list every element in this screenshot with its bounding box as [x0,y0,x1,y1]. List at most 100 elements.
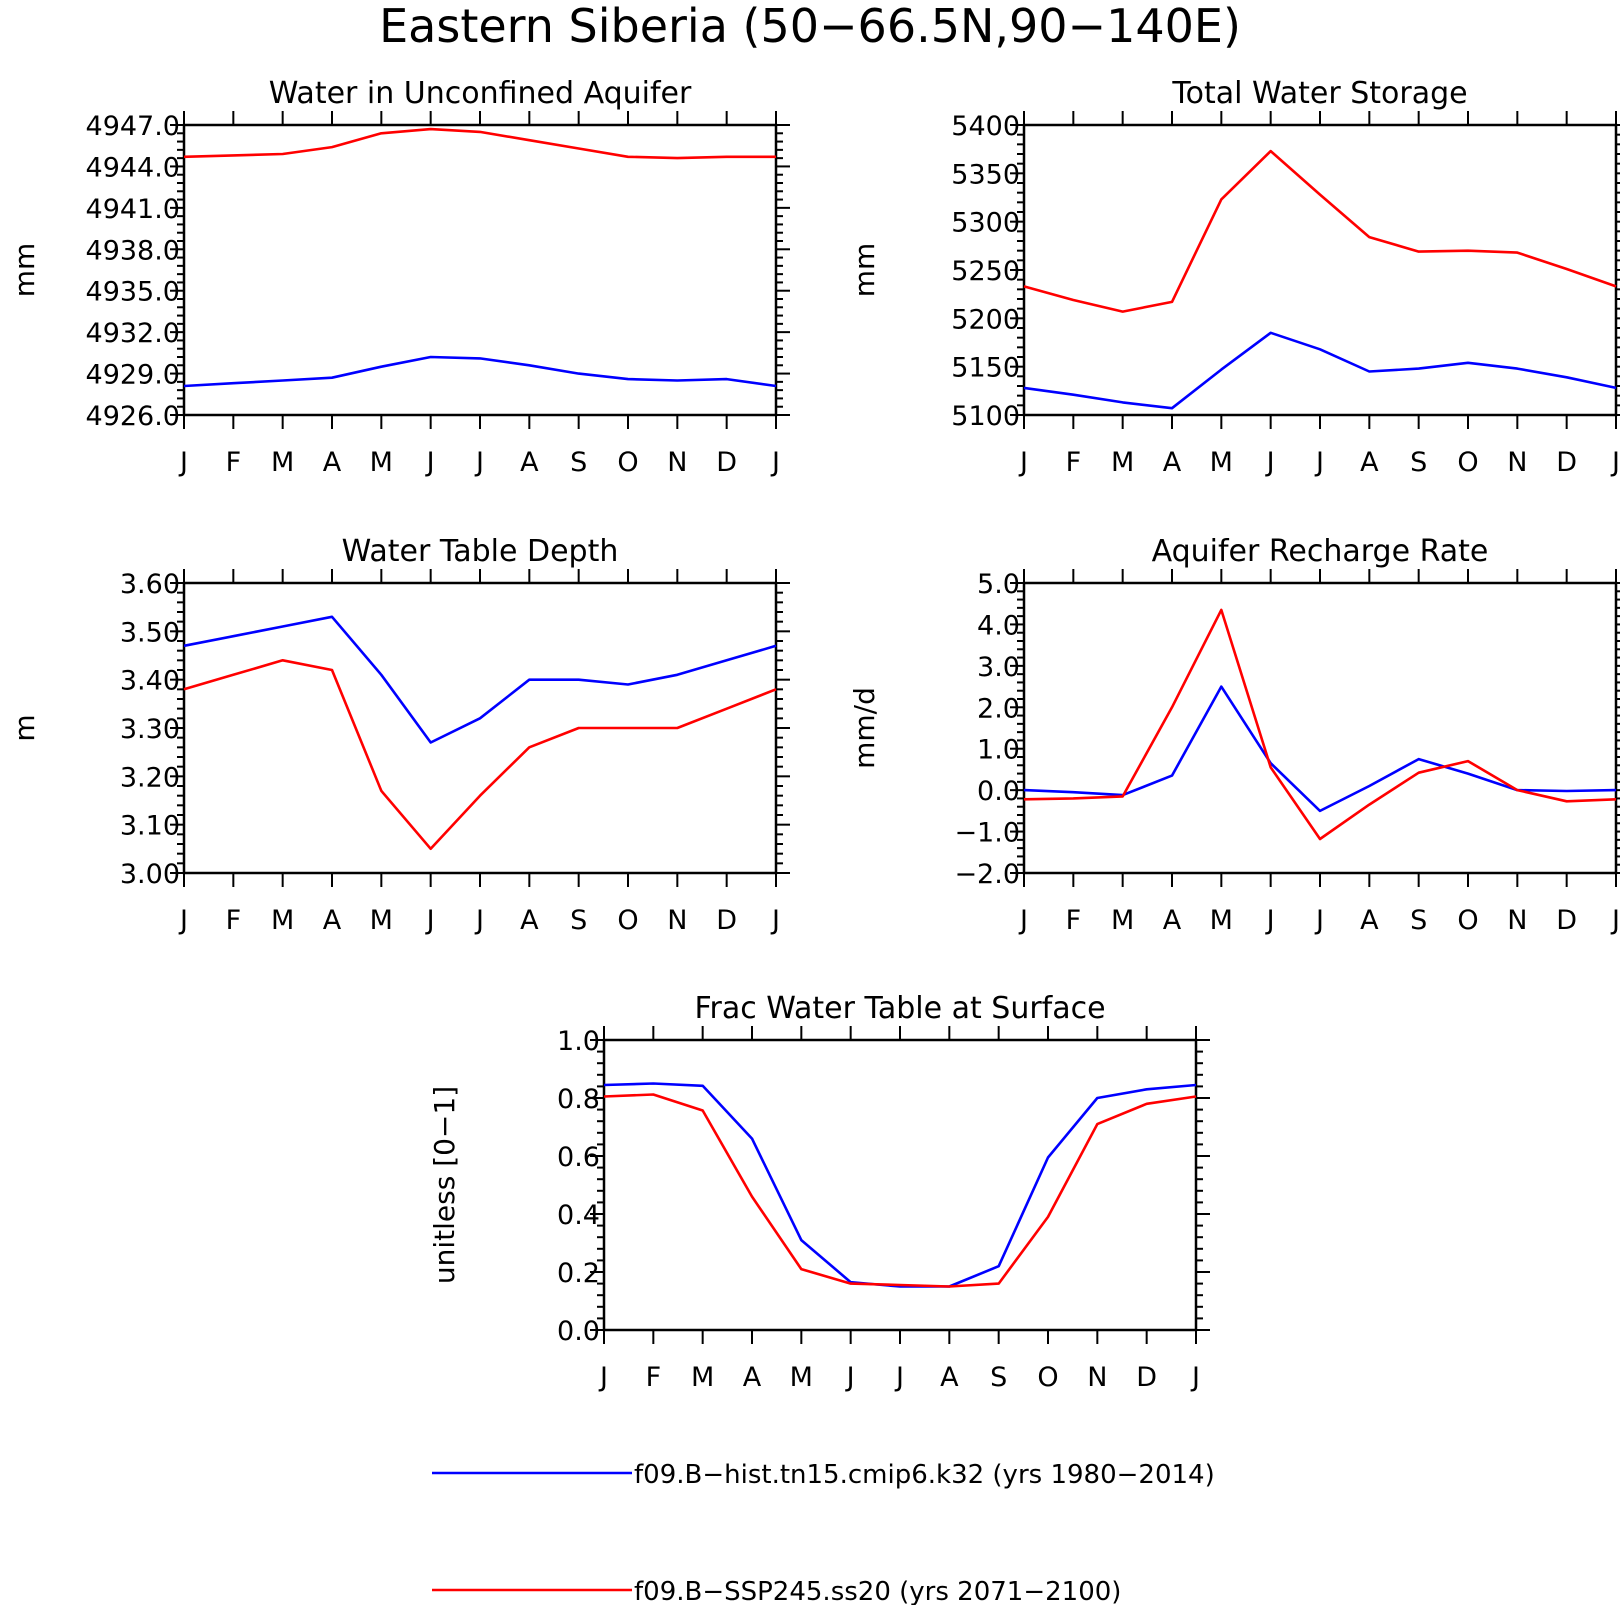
legend-label-ssp245: f09.B−SSP245.ss20 (yrs 2071−2100) [634,1577,1121,1605]
y-tick-label: 0.0 [977,776,1020,807]
x-tick-label: J [1018,447,1028,478]
x-tick-label: A [1163,447,1182,478]
x-tick-label: S [1410,447,1427,478]
y-axis-label: unitless [0−1] [428,1086,461,1284]
x-tick-label: S [570,447,587,478]
series-line-ssp245 [183,127,776,160]
y-tick-label: 4947.0 [86,111,180,142]
x-tick-label: S [990,1362,1007,1393]
x-tick-label: J [474,905,484,936]
panel-title: Water Table Depth [342,534,619,569]
x-tick-label: M [790,1362,813,1393]
x-tick-label: J [474,447,484,478]
plot-frame [182,123,778,417]
x-tick-label: N [1507,447,1527,478]
y-tick-label: 0.6 [557,1142,600,1173]
x-tick-label: M [1210,905,1233,936]
x-tick-label: D [1556,905,1577,936]
panel-aquifer-recharge-rate: J F M A M J J A S O N D J−2.0−1.00.01.02.03.04.05.0A… [848,534,1620,936]
x-tick-label: J [1610,447,1620,478]
x-tick-label: J [425,447,435,478]
panel-title: Water in Unconfined Aquifer [269,76,692,111]
x-tick-label: M [370,905,393,936]
x-tick-label: D [716,905,737,936]
y-axis-label: mm [848,243,881,298]
x-tick-label: A [1163,905,1182,936]
x-tick-label: N [667,905,687,936]
series-line-hist [1023,331,1617,410]
series-line-ssp245 [1023,608,1617,841]
y-tick-label: 5300 [951,208,1020,239]
x-tick-label: O [617,447,638,478]
x-tick-label: A [1360,447,1379,478]
x-tick-label: F [226,447,242,478]
x-tick-label: J [845,1362,855,1393]
plot-frame [182,581,778,875]
y-tick-label: 5100 [951,401,1020,432]
series-line-ssp245 [183,658,777,851]
x-tick-label: J [1190,1362,1200,1393]
x-tick-label: M [271,905,294,936]
y-tick-label: 1.0 [977,735,1020,766]
x-tick-label: J [598,1362,608,1393]
y-tick-label: 4.0 [977,610,1020,641]
y-tick-label: 5.0 [977,569,1020,600]
x-tick-label: N [1087,1362,1107,1393]
x-tick-label: J [1018,905,1028,936]
y-tick-label: 3.10 [120,811,180,842]
x-tick-label: F [1066,905,1082,936]
x-tick-label: J [1265,447,1275,478]
y-tick-label: 3.20 [120,762,180,793]
series-line-ssp245 [1023,149,1617,313]
y-tick-label: 4926.0 [86,401,180,432]
y-tick-label: 3.30 [120,714,180,745]
y-tick-label: 5150 [951,353,1020,384]
x-tick-label: A [1360,905,1379,936]
figure-title: Eastern Siberia (50−66.5N,90−140E) [379,0,1241,53]
x-tick-label: A [743,1362,762,1393]
panel-total-water-storage: J F M A M J J A S O N D J510051505200525053005350540… [848,76,1620,478]
x-tick-label: J [894,1362,904,1393]
y-tick-label: 1.0 [557,1026,600,1057]
x-tick-label: A [323,905,342,936]
x-tick-label: F [646,1362,662,1393]
x-tick-label: M [1111,905,1134,936]
series-line-ssp245 [603,1093,1197,1288]
panel-title: Aquifer Recharge Rate [1152,534,1489,569]
x-tick-label: M [1210,447,1233,478]
y-tick-label: 3.00 [120,859,180,890]
x-tick-label: N [1507,905,1527,936]
x-tick-label: M [370,447,393,478]
y-tick-label: 4929.0 [86,360,180,391]
x-tick-label: A [323,447,342,478]
y-tick-label: 4944.0 [86,152,180,183]
panel-title: Frac Water Table at Surface [694,991,1105,1026]
x-tick-label: M [1111,447,1134,478]
x-tick-label: O [1457,905,1478,936]
legend-label-hist: f09.B−hist.tn15.cmip6.k32 (yrs 1980−2014… [634,1460,1215,1490]
y-tick-label: 0.8 [557,1084,600,1115]
y-tick-label: 0.2 [557,1258,600,1289]
y-tick-label: 3.60 [120,569,180,600]
x-tick-label: J [1610,905,1620,936]
x-tick-label: M [691,1362,714,1393]
y-tick-label: 5250 [951,256,1020,287]
x-tick-label: S [570,905,587,936]
x-tick-label: J [178,447,188,478]
y-tick-label: 0.4 [557,1200,600,1231]
y-tick-label: 5400 [951,111,1020,142]
x-tick-label: F [1066,447,1082,478]
y-tick-label: 3.0 [977,652,1020,683]
panel-title: Total Water Storage [1171,76,1467,111]
panel-water-table-depth: J F M A M J J A S O N D J3.003.103.203.303.403.503.6… [8,534,790,936]
panel-water-in-unconfined-aquifer: J F M A M J J A S O N D J4926.04929.04932.04935.0493… [8,76,790,478]
y-tick-label: 4932.0 [86,318,180,349]
x-tick-label: A [520,905,539,936]
x-tick-label: A [940,1362,959,1393]
y-axis-label: mm [8,243,41,298]
x-tick-label: J [178,905,188,936]
x-tick-label: J [770,905,780,936]
y-axis-label: mm/d [848,687,881,769]
